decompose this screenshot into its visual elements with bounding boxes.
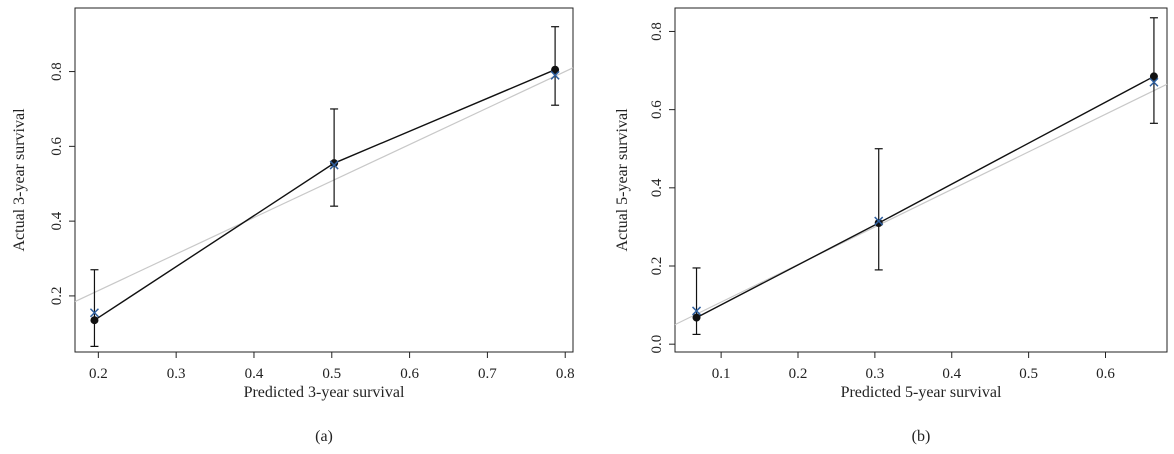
calibration-panel-a: 0.2 0.3 0.4 0.5 0.6 0.7 0.8 0.2 0.4 0.6 0.8 Predict… [11, 7, 575, 445]
y-tick-label: 0.6 [49, 136, 65, 155]
x-tick-label: 0.1 [712, 366, 731, 382]
y-tick-label: 0.6 [649, 100, 665, 119]
x-tick-label: 0.3 [866, 366, 885, 382]
x-tick-label: 0.5 [322, 366, 341, 382]
observed-point [1149, 72, 1158, 81]
x-axis-label: Predicted 5-year survival [841, 384, 1002, 401]
predicted-x-marker [329, 160, 339, 170]
y-tick-label: 0.8 [49, 62, 65, 81]
x-tick-label: 0.4 [942, 366, 961, 382]
predicted-x-marker [874, 216, 884, 226]
x-tick-label: 0.3 [167, 366, 186, 382]
ideal-reference-line [674, 83, 1168, 326]
predicted-x-marker [691, 306, 702, 316]
y-tick-label: 0.0 [649, 335, 665, 354]
predicted-x-marker [1149, 77, 1159, 87]
y-tick-label: 0.4 [649, 178, 665, 197]
y-tick-label: 0.4 [49, 211, 65, 230]
y-tick-label: 0.8 [649, 22, 665, 41]
x-tick-label: 0.5 [1019, 366, 1038, 382]
y-tick-label: 0.2 [49, 287, 65, 306]
observed-point [551, 65, 560, 74]
observed-calibration-line [696, 75, 1155, 319]
predicted-x-marker [89, 308, 99, 318]
observed-point [90, 316, 99, 325]
ideal-reference-line [74, 67, 574, 303]
calibration-panel-b: 0.1 0.2 0.3 0.4 0.5 0.6 0.0 0.2 0.4 0.6 0.8 Predict… [614, 7, 1168, 445]
plot-frame [674, 7, 1168, 353]
x-tick-label: 0.7 [478, 366, 497, 382]
panel-label: (b) [912, 428, 931, 445]
observed-point [330, 159, 339, 168]
x-tick-label: 0.4 [245, 366, 264, 382]
x-tick-label: 0.6 [400, 366, 419, 382]
observed-calibration-line [94, 69, 556, 321]
y-axis-label: Actual 3-year survival [11, 108, 28, 252]
y-tick-label: 0.2 [649, 257, 665, 276]
x-tick-label: 0.2 [89, 366, 108, 382]
panel-label: (a) [315, 428, 333, 445]
y-axis-label: Actual 5-year survival [614, 108, 631, 252]
observed-point [692, 313, 701, 322]
predicted-x-marker [550, 70, 560, 80]
x-axis-label: Predicted 3-year survival [244, 384, 405, 401]
plot-frame [74, 7, 574, 353]
x-tick-label: 0.8 [556, 366, 575, 382]
x-tick-label: 0.6 [1096, 366, 1115, 382]
observed-point [874, 219, 883, 227]
x-tick-label: 0.2 [789, 366, 808, 382]
